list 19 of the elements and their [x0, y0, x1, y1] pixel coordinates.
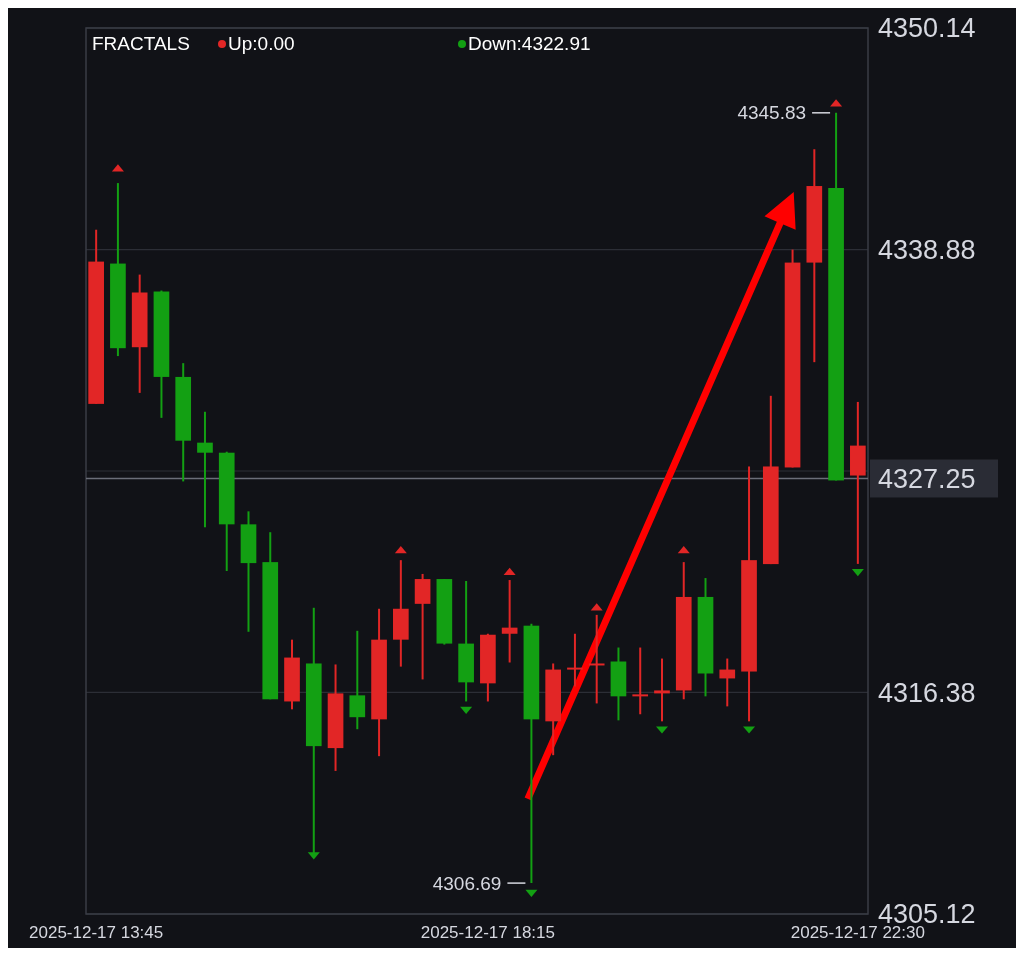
x-tick-label: 2025-12-17 13:45	[29, 923, 164, 942]
candlestick	[567, 632, 583, 688]
candlestick	[349, 629, 366, 731]
candlestick	[588, 613, 605, 705]
legend-label: Down:4322.91	[468, 33, 591, 54]
annotation: 4306.69	[432, 872, 502, 894]
y-tick-label: 4350.14	[878, 13, 976, 44]
x-tick-label: 2025-12-17 18:15	[420, 923, 555, 942]
y-tick-label: 4338.88	[878, 235, 976, 266]
candlestick	[632, 646, 649, 716]
candlestick	[719, 657, 736, 708]
legend-label: Up:0.00	[228, 33, 295, 54]
candlestick	[654, 657, 670, 723]
candlestick	[197, 410, 213, 529]
candlestick	[501, 579, 518, 664]
ref-line-label: 4327.25	[878, 463, 976, 494]
annotation: 4345.83	[737, 102, 807, 124]
legend-title: FRACTALS	[92, 33, 190, 54]
y-tick-label: 4316.38	[878, 677, 976, 708]
